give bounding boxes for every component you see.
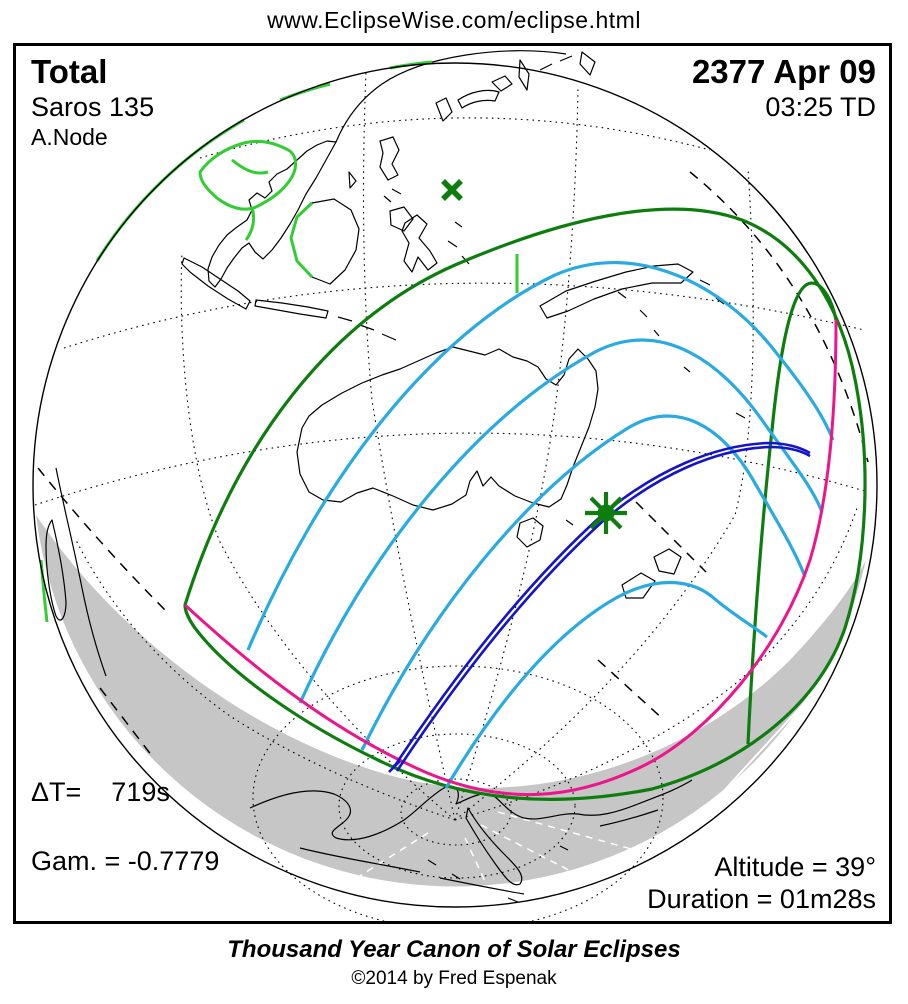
gamma-value: Gam. = -0.7779 xyxy=(31,846,220,877)
eclipse-info-top-left: Total Saros 135 A.Node xyxy=(31,53,154,151)
coast-kamchatka xyxy=(579,51,596,76)
coast-luzon xyxy=(379,136,400,181)
coast-sakhalin xyxy=(518,59,530,91)
meridian xyxy=(454,87,579,821)
coast-madagascar xyxy=(45,519,67,621)
eclipse-map-panel: Total Saros 135 A.Node 2377 Apr 09 03:25… xyxy=(13,43,892,924)
coast-mindanao xyxy=(389,206,414,232)
coast-siberia xyxy=(335,50,567,143)
copyright-line: ©2014 by Fred Espenak xyxy=(351,968,557,989)
canon-title: Thousand Year Canon of Solar Eclipses xyxy=(227,936,681,963)
antisolar-meridians xyxy=(327,688,818,904)
coast-antarctica-south xyxy=(299,809,659,903)
eclipse-type-label: Total xyxy=(31,53,108,90)
greatest-eclipse-marker-center xyxy=(597,504,615,522)
auxiliary-dashed-lines xyxy=(37,171,869,757)
sunset-limit-line xyxy=(183,319,838,797)
meridian xyxy=(75,539,456,821)
altitude-value: Altitude = 39° xyxy=(714,852,876,883)
coast-moluccas xyxy=(447,221,470,265)
coast-asia-mainland xyxy=(207,140,337,288)
site-url: www.EclipseWise.com/eclipse.html xyxy=(267,7,641,33)
coast-honshu xyxy=(457,89,500,109)
markers xyxy=(441,179,627,534)
magnitude-contours xyxy=(246,260,835,789)
parallel xyxy=(63,282,865,349)
eclipse-info-bottom-right: Altitude = 39° Duration = 01m28s xyxy=(647,852,876,916)
coast-australia xyxy=(296,346,599,511)
duration-value: Duration = 01m28s xyxy=(647,884,876,915)
china-border-highlight xyxy=(198,139,298,211)
central-line-end-cap xyxy=(388,760,401,773)
coast-sulawesi xyxy=(401,214,438,273)
coast-africa-edge xyxy=(55,467,107,677)
magnitude-contour-4 xyxy=(444,581,769,789)
coast-visayas xyxy=(383,188,402,203)
night-shading xyxy=(36,515,866,904)
penumbral-limit-curves xyxy=(183,207,867,801)
eclipse-date: 2377 Apr 09 xyxy=(691,53,876,90)
coast-antarctic-peninsula xyxy=(465,807,523,886)
coast-java xyxy=(254,299,329,319)
coast-sumatra xyxy=(181,257,251,310)
coastlines xyxy=(45,50,746,903)
eclipse-info-bottom-left: ΔT= 719s Gam. = -0.7779 xyxy=(31,739,219,916)
subsolar-point-marker xyxy=(441,179,463,201)
penumbral-limit-loop xyxy=(183,207,867,801)
magnitude-contour-2 xyxy=(298,338,824,704)
coast-taiwan xyxy=(348,171,357,189)
eclipse-time: 03:25 TD xyxy=(765,91,876,122)
saros-label: Saros 135 xyxy=(31,91,155,122)
night-shadow-region xyxy=(36,515,866,887)
coast-new-guinea xyxy=(539,263,694,319)
eclipse-info-top-right: 2377 Apr 09 03:25 TD xyxy=(692,53,876,124)
polar-parallel xyxy=(338,733,576,879)
node-label: A.Node xyxy=(31,123,108,150)
polar-parallel xyxy=(252,665,664,921)
delta-t-value: ΔT= 719s xyxy=(31,776,170,807)
parallel xyxy=(34,432,869,506)
coast-nz-south xyxy=(621,572,656,599)
magnitude-contour-1 xyxy=(246,260,835,651)
greatest-eclipse-marker xyxy=(585,492,627,534)
coast-kurils xyxy=(539,55,573,71)
magnitude-contour-3 xyxy=(360,414,807,751)
coast-lesser-sunda xyxy=(337,316,397,341)
madagascar-coast-highlight xyxy=(39,559,49,623)
coast-nz-north xyxy=(653,548,682,575)
globe-limb xyxy=(32,62,878,908)
coast-korea xyxy=(435,97,453,122)
borneo-coast-highlight xyxy=(289,201,314,279)
sunrise-sunset-hairpin xyxy=(746,281,838,745)
umbral-limit-south xyxy=(395,445,811,772)
china-border-highlight-inner xyxy=(231,158,269,241)
parallel xyxy=(199,117,711,159)
coast-tasmania xyxy=(516,517,544,548)
coast-hokkaido xyxy=(491,75,513,92)
coast-pacific-islands xyxy=(565,279,746,526)
meridian xyxy=(454,504,859,821)
eclipse-curves xyxy=(183,179,867,801)
eclipse-globe-map xyxy=(32,50,878,921)
